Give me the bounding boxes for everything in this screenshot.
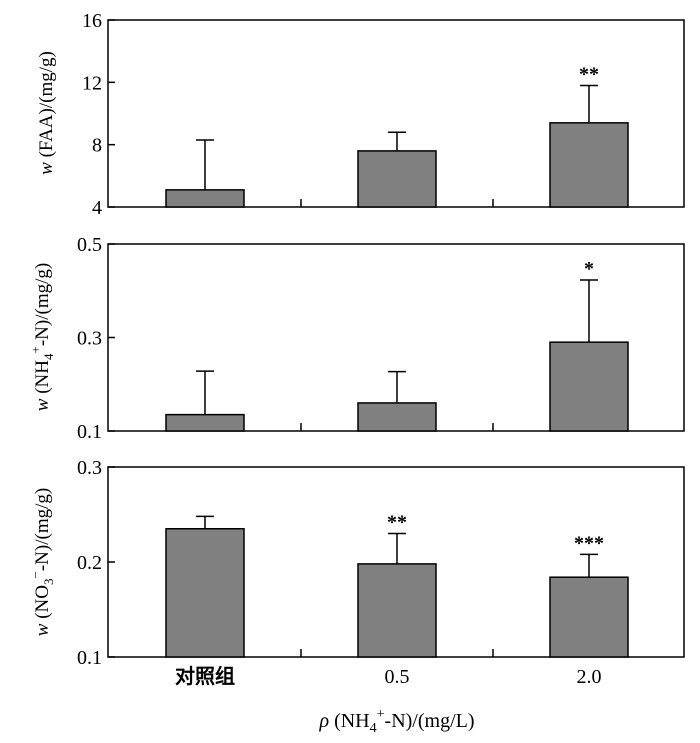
- y-axis-title-nh4: w (NH4+-N)/(mg/g): [28, 263, 56, 411]
- y-axis-title-faa: w (FAA)/(mg/g): [36, 51, 57, 175]
- significance-marker-no3: ***: [574, 532, 604, 554]
- y-tick-label-no3: 0.1: [77, 647, 102, 669]
- bar-faa: [357, 150, 437, 208]
- x-tick-label-0-5: 0.5: [385, 666, 410, 688]
- y-tick-label-nh4: 0.5: [77, 234, 102, 256]
- y-tick-label-faa: 4: [92, 197, 102, 219]
- y-tick-label-nh4: 0.1: [77, 421, 102, 443]
- x-axis-title: ρ (NH4+-N)/(mg/L): [318, 707, 474, 736]
- y-tick-label-faa: 16: [82, 10, 102, 32]
- significance-marker-nh4: *: [584, 258, 594, 280]
- bar-faa: [549, 122, 629, 208]
- y-tick-label-no3: 0.2: [77, 552, 102, 574]
- y-axis-title-no3: w (NO3−-N)/(mg/g): [28, 488, 56, 636]
- bar-nh4: [549, 341, 629, 432]
- x-tick-label-control: 对照组: [175, 664, 235, 688]
- y-tick-label-nh4: 0.3: [77, 328, 102, 350]
- bar-nh4: [165, 413, 245, 432]
- bar-nh4: [357, 402, 437, 432]
- significance-marker-no3: **: [387, 512, 407, 534]
- bar-no3: [165, 528, 245, 658]
- y-tick-label-faa: 12: [82, 72, 102, 94]
- bar-faa: [165, 189, 245, 208]
- y-tick-label-no3: 0.3: [77, 457, 102, 479]
- y-tick-label-faa: 8: [92, 135, 102, 157]
- x-tick-label-2-0: 2.0: [577, 666, 602, 688]
- bar-no3: [357, 563, 437, 658]
- significance-marker-faa: **: [579, 63, 599, 85]
- bar-no3: [549, 576, 629, 658]
